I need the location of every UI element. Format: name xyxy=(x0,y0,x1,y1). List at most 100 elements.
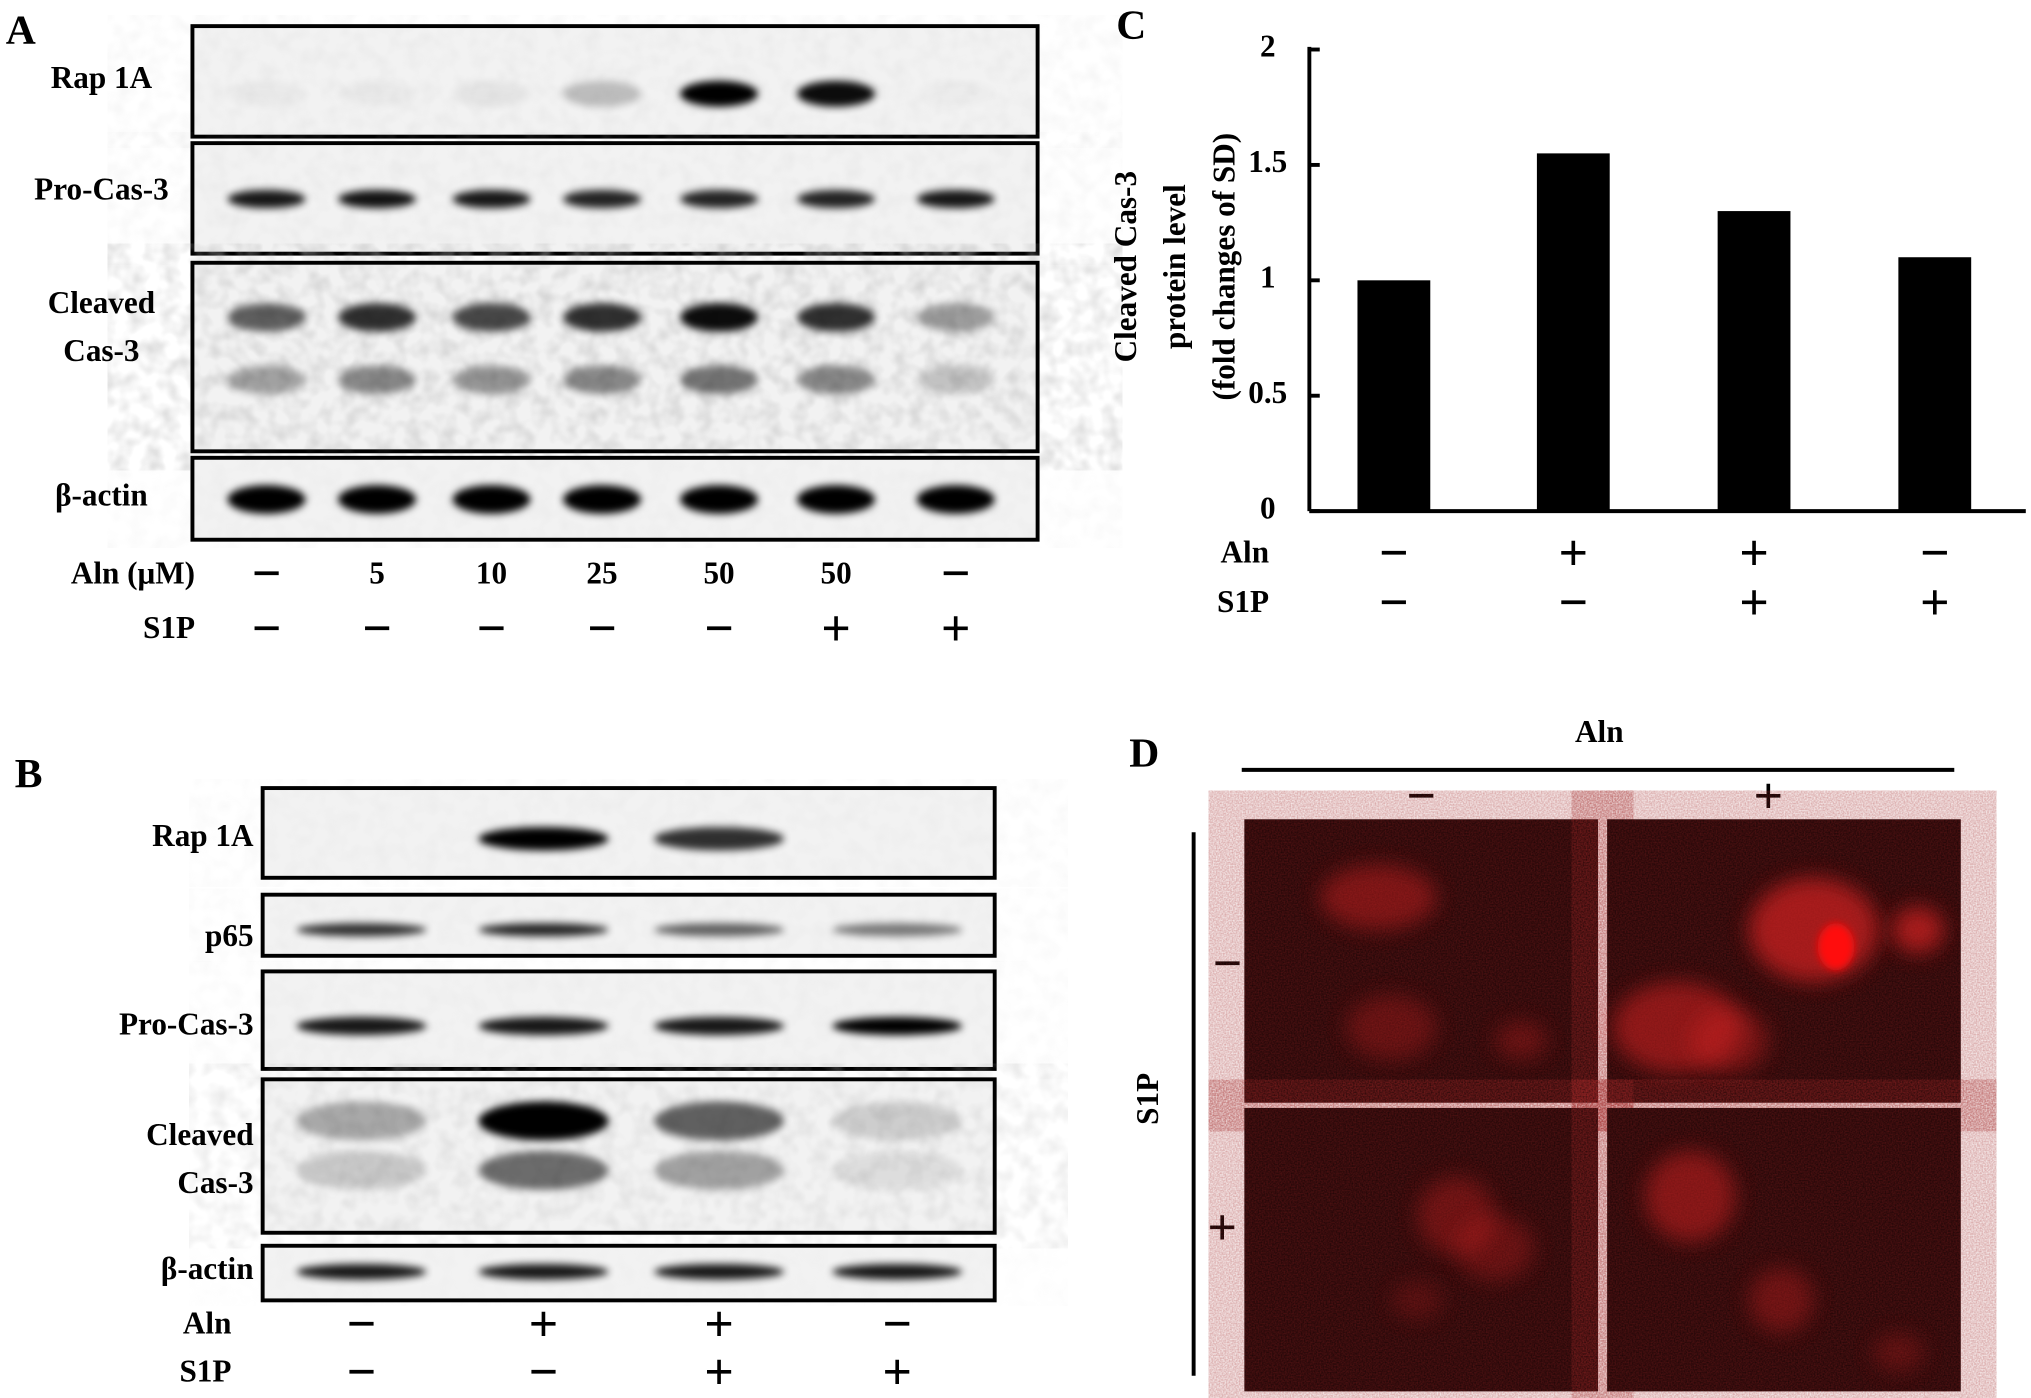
cell xyxy=(1690,1007,1769,1073)
cell xyxy=(1495,1020,1548,1060)
band xyxy=(452,80,531,107)
treatment-level: − xyxy=(704,600,734,657)
band xyxy=(563,485,642,514)
treatment-level: − xyxy=(347,1344,377,1398)
cell xyxy=(1391,1280,1444,1320)
cell xyxy=(1644,1150,1736,1242)
y-tick-label: 0.5 xyxy=(1248,375,1287,410)
treatment-name: Aln xyxy=(1221,534,1270,569)
y-tick-label: 0 xyxy=(1260,490,1276,525)
blot-row-label: p65 xyxy=(205,918,254,953)
band xyxy=(680,365,759,395)
blot-frame xyxy=(260,969,997,1071)
panel-label: C xyxy=(1116,1,1146,47)
cell xyxy=(1456,1215,1535,1281)
treatment-level: + xyxy=(704,1344,734,1398)
band xyxy=(916,485,995,514)
blot-row-label: Rap 1A xyxy=(152,818,254,853)
treatment-level: + xyxy=(941,600,971,657)
column-level: + xyxy=(1754,768,1784,825)
treatment-level: − xyxy=(1558,574,1588,631)
blot-frame xyxy=(260,786,997,880)
cell xyxy=(1748,877,1879,982)
band xyxy=(654,1150,785,1190)
blot-row-label: Cas-3 xyxy=(63,333,139,368)
band xyxy=(832,1101,963,1141)
band xyxy=(296,1101,427,1141)
band xyxy=(338,81,416,107)
band xyxy=(478,1016,609,1036)
treatment-level: − xyxy=(1379,525,1409,582)
treatment-level: + xyxy=(821,600,851,657)
treatment-level: + xyxy=(1558,525,1588,582)
band xyxy=(832,923,963,937)
band xyxy=(228,81,306,107)
band xyxy=(680,303,759,332)
band xyxy=(338,365,417,395)
band xyxy=(832,1263,963,1280)
cell xyxy=(1319,864,1437,930)
treatment-level: − xyxy=(1920,525,1950,582)
treatment-level: − xyxy=(362,600,392,657)
y-axis-label: (fold changes of SD) xyxy=(1207,133,1242,401)
cell xyxy=(1817,923,1855,971)
treatment-level: + xyxy=(1920,574,1950,631)
treatment-level: 50 xyxy=(703,555,734,590)
blot-frame xyxy=(190,141,1040,256)
blot-row-label: β-actin xyxy=(161,1251,254,1286)
band xyxy=(797,485,876,514)
treatment-level: + xyxy=(1739,525,1769,582)
panel-label: D xyxy=(1129,729,1159,775)
treatment-level: − xyxy=(347,1296,377,1353)
row-level: + xyxy=(1207,1200,1237,1257)
cell xyxy=(1345,994,1437,1060)
panel-label: A xyxy=(6,6,36,52)
band xyxy=(916,189,995,209)
treatment-level: 5 xyxy=(369,555,385,590)
blot-noise xyxy=(192,262,1038,452)
treatment-level: − xyxy=(1379,574,1409,631)
band xyxy=(916,303,995,332)
treatment-level: + xyxy=(1739,574,1769,631)
treatment-name: S1P xyxy=(179,1354,231,1389)
band xyxy=(478,923,609,937)
treatment-level: 25 xyxy=(586,555,617,590)
bar xyxy=(1536,153,1610,512)
cell xyxy=(1872,1332,1925,1372)
band xyxy=(478,1101,609,1141)
blot-row-label: Cleaved xyxy=(146,1117,253,1152)
micrograph-noise xyxy=(1244,1107,1599,1392)
band xyxy=(563,365,642,395)
band xyxy=(478,827,609,851)
blot-noise xyxy=(192,26,1038,137)
bar xyxy=(1717,211,1791,512)
band xyxy=(563,303,642,332)
band xyxy=(227,485,306,514)
treatment-level: + xyxy=(882,1344,912,1398)
cell xyxy=(1748,1267,1814,1333)
y-tick-label: 1.5 xyxy=(1248,144,1287,179)
band xyxy=(654,827,785,851)
treatment-level: − xyxy=(882,1296,912,1353)
micrograph-noise xyxy=(1244,819,1599,1103)
treatment-name: Aln (μM) xyxy=(71,555,195,590)
treatment-level: − xyxy=(587,600,617,657)
band xyxy=(916,365,995,395)
band xyxy=(797,189,876,209)
treatment-name: S1P xyxy=(1217,584,1269,619)
treatment-level: + xyxy=(704,1296,734,1353)
row-level: − xyxy=(1213,936,1243,993)
band xyxy=(680,485,759,514)
blot-row-label: Cleaved xyxy=(48,285,155,320)
column-level: − xyxy=(1406,768,1436,825)
treatment-name: Aln xyxy=(183,1306,232,1341)
band xyxy=(654,1016,785,1036)
band xyxy=(832,1016,963,1036)
band xyxy=(296,1016,427,1036)
blot-row-label: Rap 1A xyxy=(51,60,153,95)
y-axis-label: protein level xyxy=(1157,184,1192,349)
y-tick-label: 2 xyxy=(1260,29,1276,64)
blot-row-label: Cas-3 xyxy=(177,1165,253,1200)
blot-frame xyxy=(190,24,1040,139)
band xyxy=(654,1263,785,1280)
